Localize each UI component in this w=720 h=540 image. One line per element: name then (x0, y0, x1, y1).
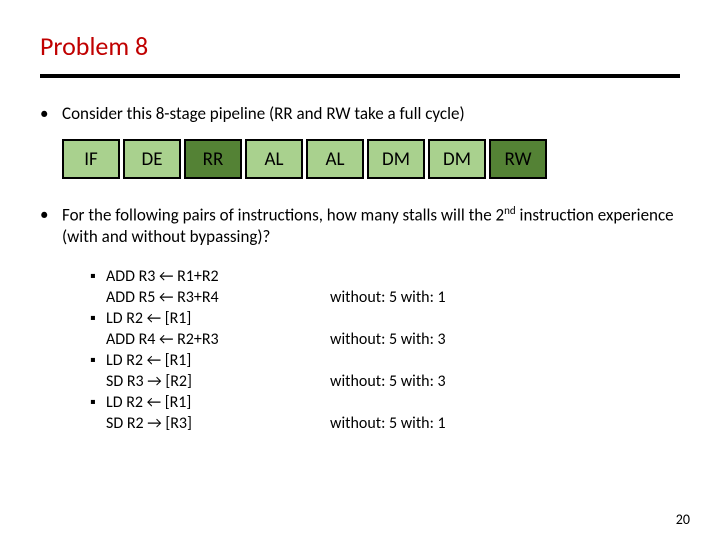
pair-3-inst-b: SD R3 → [R2] (106, 372, 192, 391)
pair-1b: ADD R5 ← R3+R4 without: 5 with: 1 (90, 288, 680, 307)
bullet-marker: • (40, 103, 62, 124)
stage-rr: RR (184, 139, 242, 179)
pair-1-answer: without: 5 with: 1 (330, 288, 446, 307)
bullet-1-text: Consider this 8-stage pipeline (RR and R… (62, 103, 465, 124)
pair-4-answer: without: 5 with: 1 (330, 414, 446, 433)
bullet-2-pre: For the following pairs of instructions,… (62, 205, 504, 226)
pair-4-inst-a: LD R2 ← [R1] (106, 393, 191, 412)
pair-3-answer: without: 5 with: 3 (330, 372, 446, 391)
pair-2a: ▪LD R2 ← [R1] (90, 309, 680, 328)
pair-1-inst-b: ADD R5 ← R3+R4 (106, 288, 219, 307)
pair-4-inst-b: SD R2 → [R3] (106, 414, 192, 433)
stage-if: IF (62, 139, 120, 179)
pair-3a: ▪LD R2 ← [R1] (90, 351, 680, 370)
stage-rw: RW (489, 139, 547, 179)
bullet-2-text: For the following pairs of instructions,… (62, 204, 680, 247)
sub-bullet-icon: ▪ (90, 393, 106, 412)
stage-al2: AL (306, 139, 364, 179)
pair-4b: SD R2 → [R3] without: 5 with: 1 (90, 414, 680, 433)
pair-2-inst-b: ADD R4 ← R2+R3 (106, 330, 219, 349)
instruction-pairs: ▪ADD R3 ← R1+R2 ADD R5 ← R3+R4 without: … (90, 267, 680, 433)
pair-2-answer: without: 5 with: 3 (330, 330, 446, 349)
sub-bullet-icon: ▪ (90, 309, 106, 328)
sub-bullet-icon: ▪ (90, 351, 106, 370)
pair-1a: ▪ADD R3 ← R1+R2 (90, 267, 680, 286)
pair-1-inst-a: ADD R3 ← R1+R2 (106, 267, 219, 286)
sub-bullet-icon: ▪ (90, 267, 106, 286)
bullet-marker: • (40, 204, 62, 225)
stage-dm1: DM (367, 139, 425, 179)
bullet-1: • Consider this 8-stage pipeline (RR and… (40, 103, 680, 124)
page-number: 20 (676, 511, 690, 528)
stage-dm2: DM (428, 139, 486, 179)
slide: Problem 8 • Consider this 8-stage pipeli… (0, 0, 720, 540)
bullet-2-sup: nd (504, 204, 516, 217)
slide-title: Problem 8 (40, 30, 680, 62)
bullet-2: • For the following pairs of instruction… (40, 204, 680, 247)
pair-2b: ADD R4 ← R2+R3 without: 5 with: 3 (90, 330, 680, 349)
pair-2-inst-a: LD R2 ← [R1] (106, 309, 191, 328)
title-divider (40, 74, 680, 78)
pipeline-diagram: IF DE RR AL AL DM DM RW (62, 139, 680, 179)
pair-3b: SD R3 → [R2] without: 5 with: 3 (90, 372, 680, 391)
pair-4a: ▪LD R2 ← [R1] (90, 393, 680, 412)
stage-de: DE (123, 139, 181, 179)
stage-al1: AL (245, 139, 303, 179)
pair-3-inst-a: LD R2 ← [R1] (106, 351, 191, 370)
